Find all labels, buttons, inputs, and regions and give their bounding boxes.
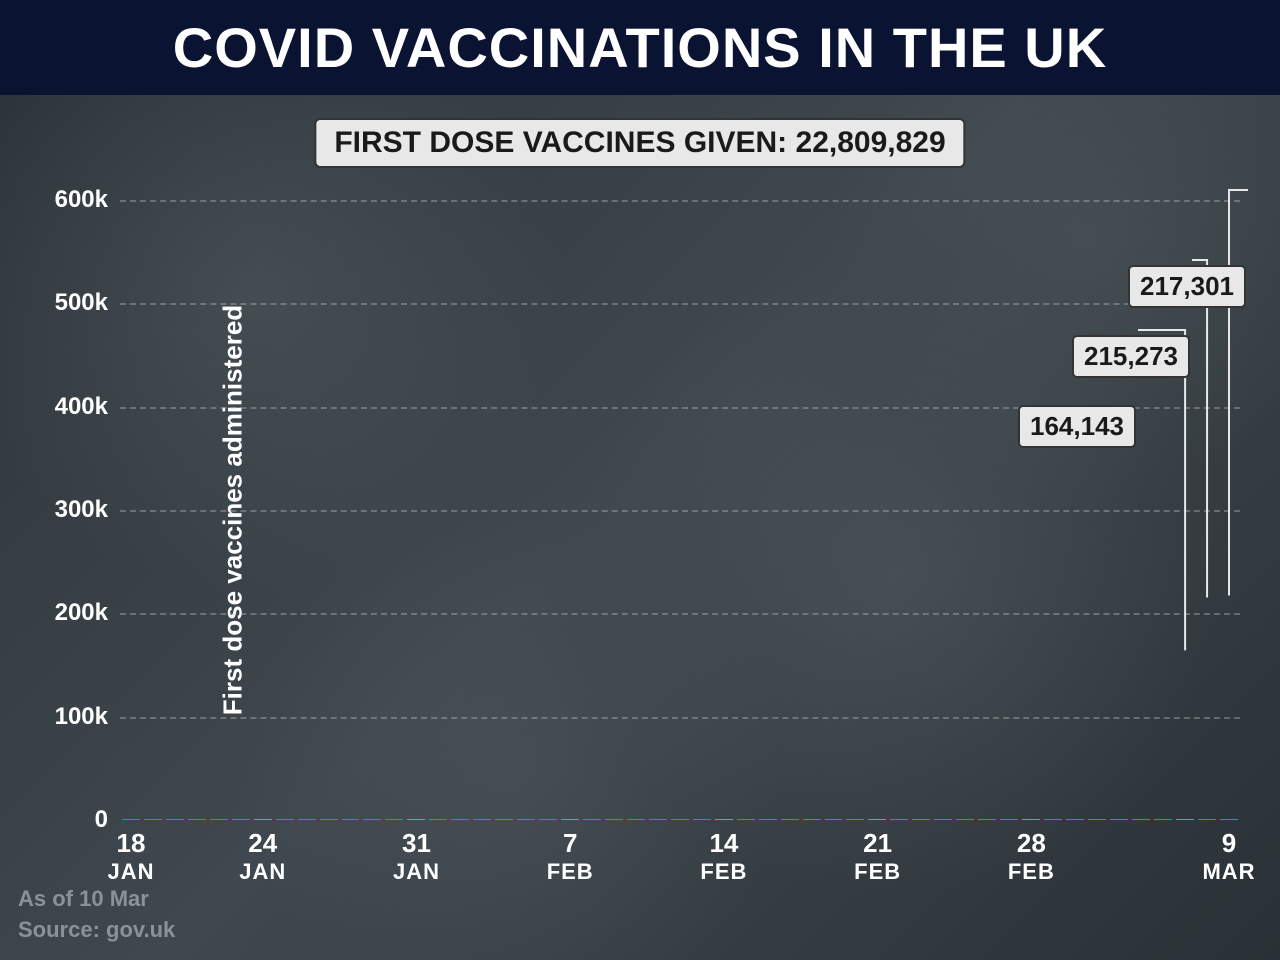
y-tick-label: 100k bbox=[55, 703, 108, 731]
x-tick-label: 31JAN bbox=[393, 828, 440, 886]
x-axis-labels: 18JAN24JAN31JAN7FEB14FEB21FEB28FEB9MAR bbox=[120, 820, 1240, 900]
callout-label: 164,143 bbox=[1018, 405, 1136, 448]
title-bar: COVID VACCINATIONS IN THE UK bbox=[0, 0, 1280, 95]
callout-label: 215,273 bbox=[1072, 335, 1190, 378]
x-tick-label: 7FEB bbox=[547, 828, 594, 886]
grid-line bbox=[120, 613, 1240, 615]
x-tick-label: 21FEB bbox=[854, 828, 901, 886]
x-tick-label: 28FEB bbox=[1008, 828, 1055, 886]
grid-line bbox=[120, 303, 1240, 305]
plot-area: 0100k200k300k400k500k600k bbox=[120, 200, 1240, 820]
x-tick-label: 24JAN bbox=[239, 828, 286, 886]
bar-chart: First dose vaccines administered 0100k20… bbox=[120, 200, 1240, 820]
infographic-container: COVID VACCINATIONS IN THE UK FIRST DOSE … bbox=[0, 0, 1280, 960]
grid-line bbox=[120, 200, 1240, 202]
footer-source: Source: gov.uk bbox=[18, 915, 175, 946]
y-tick-label: 300k bbox=[55, 496, 108, 524]
x-tick-label: 9MAR bbox=[1202, 828, 1255, 886]
y-tick-label: 500k bbox=[55, 289, 108, 317]
footer: As of 10 Mar Source: gov.uk bbox=[18, 884, 175, 946]
subtitle-text: FIRST DOSE VACCINES GIVEN: 22,809,829 bbox=[334, 126, 945, 160]
grid-line bbox=[120, 510, 1240, 512]
page-title: COVID VACCINATIONS IN THE UK bbox=[173, 15, 1107, 80]
grid-line bbox=[120, 717, 1240, 719]
y-tick-label: 200k bbox=[55, 599, 108, 627]
y-tick-label: 600k bbox=[55, 186, 108, 214]
subtitle-box: FIRST DOSE VACCINES GIVEN: 22,809,829 bbox=[314, 118, 965, 168]
footer-asof: As of 10 Mar bbox=[18, 884, 175, 915]
x-tick-label: 14FEB bbox=[700, 828, 747, 886]
callout-label: 217,301 bbox=[1128, 265, 1246, 308]
y-tick-label: 400k bbox=[55, 393, 108, 421]
x-tick-label: 18JAN bbox=[107, 828, 154, 886]
y-tick-label: 0 bbox=[95, 806, 108, 834]
